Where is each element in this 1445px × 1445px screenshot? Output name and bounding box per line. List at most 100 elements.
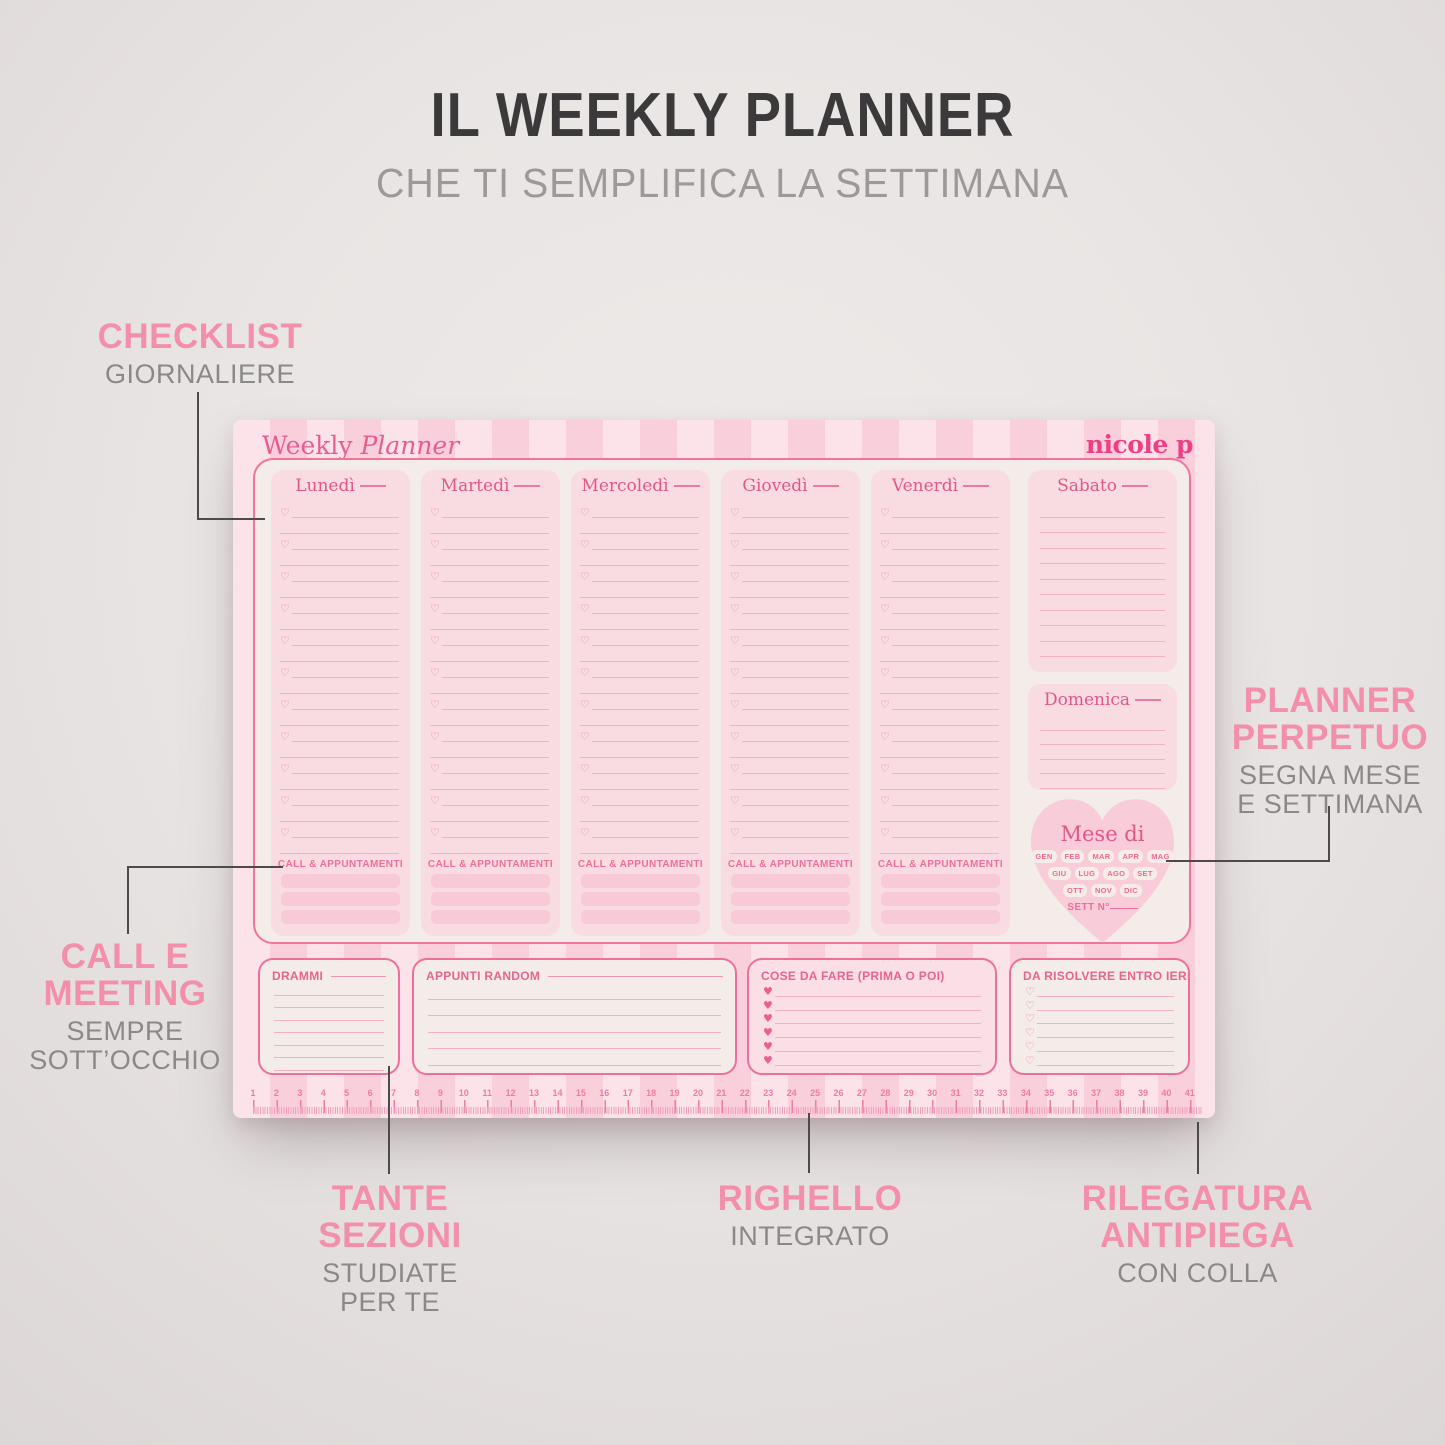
heart-outline-icon: ♡	[280, 666, 290, 679]
line	[741, 677, 849, 678]
heart-outline-icon: ♡	[880, 826, 890, 839]
ruled-line	[871, 806, 1010, 822]
ruled-line	[871, 678, 1010, 694]
ruled-line: ♡	[421, 758, 560, 774]
line	[430, 693, 549, 694]
ruler-number: 33	[997, 1088, 1008, 1098]
line	[430, 757, 549, 758]
ruled-line: ♡	[871, 566, 1010, 582]
line	[591, 837, 699, 838]
ruler-number: 28	[880, 1088, 891, 1098]
day-title-text: Giovedì	[742, 476, 808, 496]
heart-outline-icon: ♡	[430, 666, 440, 679]
ruled-line	[421, 678, 560, 694]
heart-outline-icon: ♡	[1025, 998, 1035, 1012]
call-slots	[421, 874, 560, 924]
line	[1040, 744, 1165, 745]
ruled-line: ♡	[571, 790, 710, 806]
ruled-line: ♡	[571, 758, 710, 774]
ruled-line: ♡	[421, 566, 560, 582]
ruled-line: ♡	[721, 630, 860, 646]
ruled-line: ♡	[421, 598, 560, 614]
weekday-column: Martedì ♡ ♡ ♡ ♡ ♡ ♡ ♡ ♡ ♡ ♡ ♡ CALL & APPUNTAMENTI	[421, 470, 560, 936]
title-underline	[514, 485, 541, 487]
call-slot	[881, 874, 1000, 888]
line	[591, 805, 699, 806]
line	[280, 725, 399, 726]
annotation-checklist: CHECKLIST GIORNALIERE	[40, 318, 360, 389]
heart-outline-icon: ♡	[580, 538, 590, 551]
ruled-line	[421, 742, 560, 758]
brand-italic: Planner	[360, 431, 460, 460]
section-header: DA RISOLVERE ENTRO IERI	[1023, 969, 1188, 983]
line	[291, 549, 399, 550]
line	[591, 677, 699, 678]
ruled-line	[421, 838, 560, 854]
heart-outline-icon: ♡	[430, 794, 440, 807]
heart-outline-icon: ♡	[580, 634, 590, 647]
line	[880, 821, 999, 822]
annotation-title: RIGHELLO	[717, 1179, 903, 1218]
line	[580, 597, 699, 598]
month-pill: GEN	[1031, 850, 1057, 863]
ruled-line	[426, 1049, 723, 1066]
line	[891, 709, 999, 710]
ruled-line: ♡	[271, 726, 410, 742]
line	[441, 645, 549, 646]
line	[291, 645, 399, 646]
header-underline	[331, 975, 386, 977]
line	[1040, 729, 1165, 731]
call-label: CALL & APPUNTAMENTI	[877, 859, 1004, 870]
annotation-tante-sezioni: TANTE SEZIONI STUDIATE PER TE	[280, 1180, 500, 1317]
ruler-mm-ticks	[253, 1107, 1203, 1114]
heart-outline-icon: ♡	[730, 762, 740, 775]
ruler-number: 39	[1137, 1088, 1148, 1098]
month-pill: LUG	[1074, 867, 1100, 880]
line	[591, 581, 699, 582]
ruled-line: ♡	[571, 662, 710, 678]
heart-outline-icon: ♡	[730, 506, 740, 519]
line	[1040, 671, 1165, 672]
day-rows: ♡ ♡ ♡ ♡ ♡ ♡ ♡ ♡ ♡ ♡ ♡	[271, 502, 410, 854]
ruled-line	[871, 518, 1010, 534]
call-slot	[431, 910, 550, 924]
line	[891, 741, 999, 742]
line	[891, 805, 999, 806]
line	[1040, 609, 1165, 611]
ruled-line	[271, 582, 410, 598]
line	[580, 629, 699, 630]
call-slot	[881, 910, 1000, 924]
ruled-line: ♡	[421, 694, 560, 710]
heart-outline-icon: ♡	[880, 730, 890, 743]
line	[591, 517, 699, 518]
annotation-rilegatura: RILEGATURA ANTIPIEGA CON COLLA	[1070, 1180, 1325, 1288]
heart-outline-icon: ♡	[580, 666, 590, 679]
brand-logo: nicole p	[1085, 430, 1194, 459]
line	[1040, 773, 1165, 774]
line	[430, 629, 549, 630]
line	[891, 677, 999, 678]
heart-outline-icon: ♡	[880, 794, 890, 807]
line	[441, 837, 549, 838]
heart-outline-icon: ♡	[280, 602, 290, 615]
ruler-number: 17	[622, 1088, 633, 1098]
line	[774, 1009, 981, 1011]
annotation-subtitle: SEGNA MESE E SETTIMANA	[1237, 760, 1423, 819]
ruler-number: 15	[575, 1088, 586, 1098]
ruled-line	[272, 1046, 386, 1058]
ruled-line	[421, 710, 560, 726]
line	[880, 853, 999, 854]
heart-outline-icon: ♡	[430, 506, 440, 519]
ruled-line	[721, 550, 860, 566]
ruled-line	[1028, 716, 1177, 731]
ruler-number: 40	[1161, 1088, 1172, 1098]
line	[291, 773, 399, 774]
heart-outline-icon: ♡	[580, 826, 590, 839]
section-drammi: DRAMMI	[258, 958, 400, 1075]
heart-outline-icon: ♡	[580, 602, 590, 615]
line	[441, 549, 549, 550]
ruled-line	[571, 550, 710, 566]
ruled-line: ♡	[271, 822, 410, 838]
line	[741, 549, 849, 550]
ruled-line	[272, 996, 386, 1008]
